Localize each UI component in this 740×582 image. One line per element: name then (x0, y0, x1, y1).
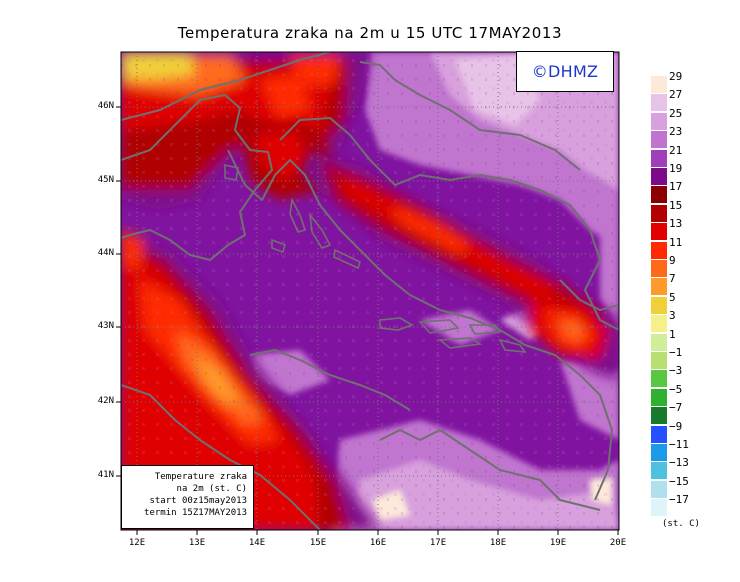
legend-swatch (651, 444, 667, 461)
legend-label: −13 (669, 456, 689, 470)
legend-label: 21 (669, 143, 683, 157)
legend-swatch (651, 204, 667, 222)
lon-label-18e: 18E (489, 538, 507, 548)
legend-unit: (st. C) (662, 519, 700, 529)
legend-label: −7 (669, 401, 683, 415)
legend-label: 11 (669, 235, 683, 249)
legend-label: −3 (669, 364, 683, 378)
legend-swatch (651, 352, 667, 369)
legend-swatch (651, 407, 667, 425)
legend-swatch (651, 480, 667, 498)
lon-label-12e: 12E (128, 538, 146, 548)
legend-label: 23 (669, 125, 683, 139)
legend-swatch (651, 112, 667, 130)
lon-label-19e: 19E (549, 538, 567, 548)
info-line-termin: termin 15Z17MAY2013 (144, 508, 247, 518)
lat-label-42n: 42N (97, 396, 114, 406)
legend-label: 19 (669, 162, 683, 175)
lon-label-15e: 15E (309, 538, 327, 548)
legend-label: 7 (669, 272, 676, 286)
legend-swatch (651, 388, 667, 406)
legend-swatch (651, 370, 667, 388)
legend-label: 17 (669, 180, 683, 194)
lat-label-41n: 41N (97, 470, 114, 480)
legend-label: 1 (669, 327, 676, 341)
lat-label-43n: 43N (97, 321, 114, 331)
legend-swatch (651, 186, 667, 204)
legend-swatch (651, 278, 667, 296)
map-title: Temperatura zraka na 2m u 15 UTC 17MAY20… (177, 24, 563, 42)
legend-label: 13 (669, 217, 683, 231)
copyright-box: ©DHMZ (516, 51, 614, 92)
legend-swatch (651, 149, 667, 167)
legend-label: −5 (669, 382, 683, 396)
legend-swatch (651, 462, 667, 480)
lat-label-44n: 44N (97, 248, 114, 258)
legend-swatch (651, 260, 667, 277)
info-line-units: na 2m (st. C) (176, 484, 247, 494)
legend-label: −11 (669, 438, 689, 451)
axis-ticks (116, 106, 619, 535)
legend-swatch (651, 223, 667, 241)
legend-swatch (651, 425, 667, 443)
legend-swatch (651, 76, 667, 93)
legend-swatch (651, 315, 667, 333)
lon-label-13e: 13E (188, 538, 206, 548)
legend-swatch (651, 131, 667, 149)
lat-label-46n: 46N (97, 101, 114, 111)
legend-label: 25 (669, 106, 683, 120)
legend-swatch (651, 94, 667, 112)
legend-label: 15 (669, 198, 683, 212)
legend-swatch (651, 499, 667, 517)
legend-label: 5 (669, 290, 676, 304)
legend-label: −17 (669, 493, 689, 507)
legend-label: 29 (669, 70, 683, 83)
legend-label: −1 (669, 346, 683, 359)
lon-label-17e: 17E (429, 538, 447, 548)
legend-swatch (651, 241, 667, 259)
legend-label: −9 (669, 419, 683, 433)
legend-swatch (651, 168, 667, 185)
map-frame (120, 51, 620, 531)
legend-label: 3 (669, 309, 676, 323)
legend-label: 9 (669, 254, 676, 267)
info-box: Temperature zraka na 2m (st. C) start 00… (121, 465, 254, 529)
lon-label-16e: 16E (369, 538, 387, 548)
coastlines (121, 52, 619, 530)
graticule (121, 52, 619, 530)
legend-label: 27 (669, 88, 683, 102)
info-line-start: start 00z15may2013 (149, 496, 247, 506)
lon-label-14e: 14E (248, 538, 266, 548)
info-line-variable: Temperature zraka (154, 472, 247, 482)
lon-label-20e: 20E (609, 538, 627, 548)
legend-label: −15 (669, 474, 689, 488)
legend-swatch (651, 296, 667, 314)
legend-swatch (651, 333, 667, 351)
islands (224, 163, 527, 353)
lat-label-45n: 45N (97, 175, 114, 185)
